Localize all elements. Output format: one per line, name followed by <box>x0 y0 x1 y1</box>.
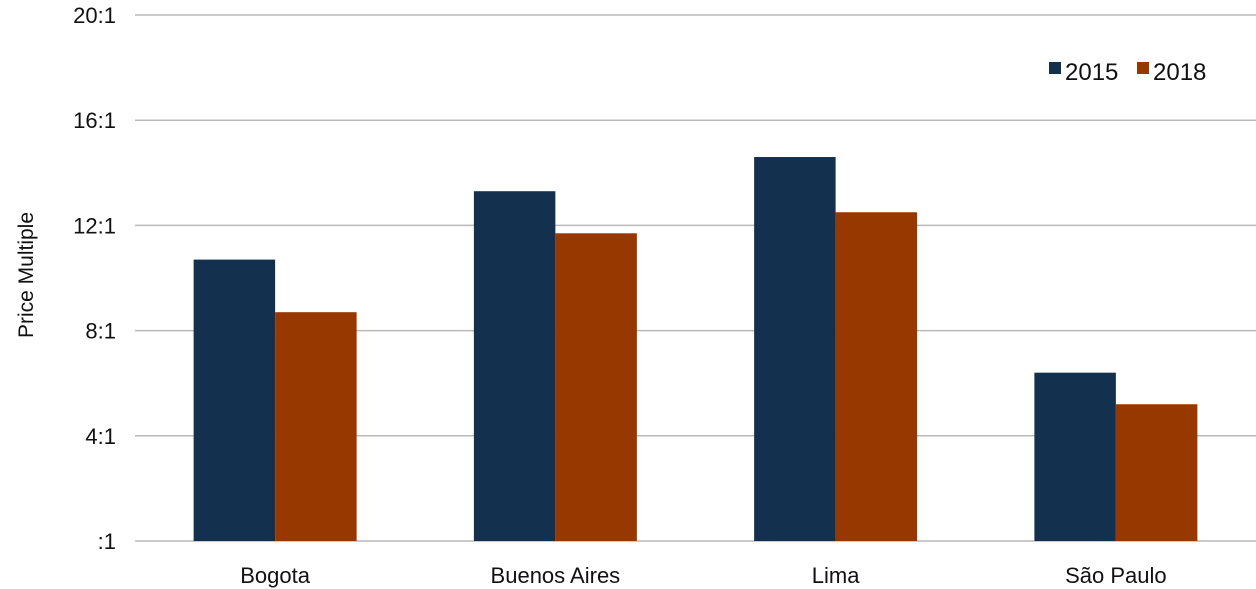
bar-2015-3 <box>1034 372 1116 541</box>
x-tick-label: São Paulo <box>1065 563 1167 588</box>
y-tick-label: 8:1 <box>85 319 116 344</box>
y-tick-label: 16:1 <box>73 108 116 133</box>
legend-label: 2015 <box>1065 59 1118 86</box>
y-axis-title: Price Multiple <box>15 212 38 338</box>
bar-2015-0 <box>193 259 276 541</box>
legend: 2015 2018 <box>1049 59 1206 86</box>
bar-2018-3 <box>1115 404 1198 541</box>
bar-2015-2 <box>754 157 836 541</box>
bar-2015-1 <box>473 191 556 541</box>
x-tick-label: Lima <box>812 563 860 588</box>
legend-label: 2018 <box>1153 59 1206 86</box>
y-tick-label: 20:1 <box>73 3 116 28</box>
bar-2018-1 <box>555 233 637 542</box>
bar-2018-2 <box>835 212 918 541</box>
bars <box>193 157 1198 542</box>
x-tick-label: Bogota <box>240 563 310 588</box>
y-tick-label: 12:1 <box>73 213 116 238</box>
y-tick-labels: :1 4:1 8:1 12:1 16:1 20:1 <box>73 3 116 554</box>
x-tick-labels: Bogota Buenos Aires Lima São Paulo <box>240 563 1166 588</box>
bar-2018-0 <box>275 312 357 541</box>
legend-swatch-2015 <box>1049 62 1061 74</box>
y-tick-label: 4:1 <box>85 424 116 449</box>
x-tick-label: Buenos Aires <box>491 563 621 588</box>
y-tick-label: :1 <box>98 529 116 554</box>
legend-swatch-2018 <box>1137 62 1149 74</box>
